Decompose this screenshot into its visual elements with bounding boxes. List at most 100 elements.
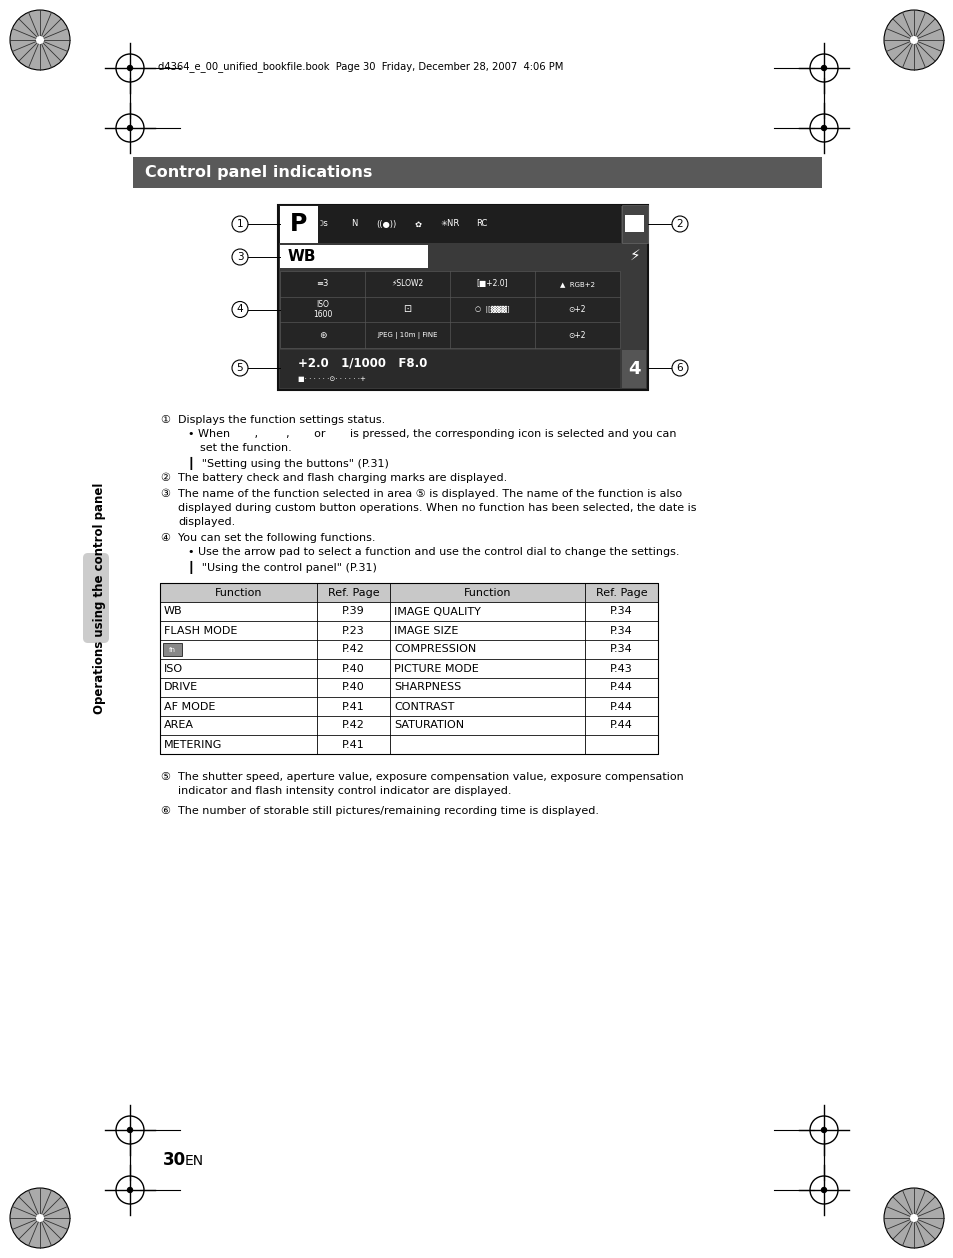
- Text: ┃  "Setting using the buttons" (P.31): ┃ "Setting using the buttons" (P.31): [188, 457, 389, 470]
- Bar: [160, 697, 658, 716]
- Text: ○  |[▓▓▓]: ○ |[▓▓▓]: [475, 306, 509, 313]
- Text: WB: WB: [164, 606, 182, 616]
- Text: The shutter speed, aperture value, exposure compensation value, exposure compens: The shutter speed, aperture value, expos…: [178, 772, 683, 782]
- Text: Operations using the control panel: Operations using the control panel: [93, 482, 107, 713]
- Text: METERING: METERING: [164, 740, 222, 750]
- Text: 3: 3: [236, 252, 243, 262]
- Circle shape: [10, 10, 70, 70]
- Bar: [624, 215, 643, 231]
- Circle shape: [232, 249, 248, 265]
- Text: 1: 1: [236, 219, 243, 229]
- Bar: [280, 245, 428, 268]
- Text: ((●)): ((●)): [375, 219, 395, 229]
- Circle shape: [36, 1214, 44, 1222]
- Circle shape: [821, 65, 825, 70]
- Text: Ref. Page: Ref. Page: [595, 587, 647, 598]
- Bar: [160, 621, 658, 640]
- Bar: [160, 582, 658, 603]
- Bar: [132, 157, 821, 187]
- Text: P.40: P.40: [342, 683, 364, 692]
- Text: • When       ,        ,       or       is pressed, the corresponding icon is sel: • When , , or is pressed, the correspond…: [188, 429, 676, 439]
- Text: FLASH MODE: FLASH MODE: [164, 625, 237, 635]
- Text: ┃  "Using the control panel" (P.31): ┃ "Using the control panel" (P.31): [188, 561, 376, 574]
- Text: ①: ①: [160, 415, 170, 425]
- Text: The battery check and flash charging marks are displayed.: The battery check and flash charging mar…: [178, 473, 507, 483]
- Circle shape: [671, 216, 687, 231]
- Circle shape: [128, 1127, 132, 1132]
- Text: displayed during custom button operations. When no function has been selected, t: displayed during custom button operation…: [178, 503, 696, 513]
- Text: AF MODE: AF MODE: [164, 702, 215, 712]
- Text: P.43: P.43: [610, 663, 632, 673]
- Bar: [160, 659, 658, 678]
- Circle shape: [671, 360, 687, 376]
- Circle shape: [232, 302, 248, 317]
- Text: ■· · · · · ·⊙· · · · · ·+: ■· · · · · ·⊙· · · · · ·+: [297, 375, 366, 381]
- Text: P.41: P.41: [342, 702, 364, 712]
- Text: 4: 4: [236, 304, 243, 314]
- Text: RC: RC: [476, 219, 487, 229]
- Circle shape: [128, 126, 132, 131]
- Text: P.44: P.44: [609, 683, 632, 692]
- Text: ISO
1600: ISO 1600: [313, 299, 332, 320]
- Text: ⚡: ⚡: [629, 248, 639, 263]
- Text: ☽s: ☽s: [315, 219, 328, 229]
- Text: ⊛: ⊛: [318, 331, 326, 340]
- Text: ⑥: ⑥: [160, 806, 170, 816]
- FancyBboxPatch shape: [83, 554, 109, 643]
- Text: set the function.: set the function.: [200, 443, 292, 453]
- Circle shape: [36, 36, 44, 44]
- Text: 30: 30: [163, 1151, 186, 1169]
- Text: P.44: P.44: [609, 702, 632, 712]
- Text: P.34: P.34: [610, 625, 632, 635]
- Bar: [160, 735, 658, 754]
- Text: 6: 6: [676, 364, 682, 374]
- Text: IMAGE SIZE: IMAGE SIZE: [394, 625, 457, 635]
- Text: fn: fn: [169, 647, 175, 653]
- Text: d4364_e_00_unified_bookfile.book  Page 30  Friday, December 28, 2007  4:06 PM: d4364_e_00_unified_bookfile.book Page 30…: [158, 62, 563, 73]
- Text: IMAGE QUALITY: IMAGE QUALITY: [394, 606, 480, 616]
- Text: N: N: [351, 219, 356, 229]
- Text: SHARPNESS: SHARPNESS: [394, 683, 460, 692]
- Text: P.41: P.41: [342, 740, 364, 750]
- Text: ②: ②: [160, 473, 170, 483]
- Text: P.44: P.44: [609, 721, 632, 731]
- Text: P.34: P.34: [610, 644, 632, 654]
- Text: ⚡SLOW2: ⚡SLOW2: [391, 279, 423, 288]
- Text: ≡3: ≡3: [316, 279, 329, 288]
- Text: P.42: P.42: [342, 721, 365, 731]
- Text: ③: ③: [160, 489, 170, 499]
- Text: 4: 4: [627, 360, 639, 377]
- Bar: [160, 716, 658, 735]
- Text: PICTURE MODE: PICTURE MODE: [394, 663, 478, 673]
- Circle shape: [232, 360, 248, 376]
- Text: P.42: P.42: [342, 644, 365, 654]
- Text: P: P: [290, 213, 308, 237]
- Bar: [278, 205, 620, 243]
- Text: ④: ④: [160, 533, 170, 543]
- Text: Displays the function settings status.: Displays the function settings status.: [178, 415, 385, 425]
- Circle shape: [128, 65, 132, 70]
- Circle shape: [883, 1188, 943, 1248]
- Text: P.39: P.39: [342, 606, 364, 616]
- Text: DRIVE: DRIVE: [164, 683, 198, 692]
- Text: ✿: ✿: [414, 219, 421, 229]
- Text: Function: Function: [214, 587, 262, 598]
- Text: ⊙+2: ⊙+2: [568, 304, 586, 314]
- Bar: [280, 270, 619, 348]
- Bar: [160, 582, 658, 754]
- Text: indicator and flash intensity control indicator are displayed.: indicator and flash intensity control in…: [178, 786, 511, 796]
- Text: P.34: P.34: [610, 606, 632, 616]
- Text: ⊙+2: ⊙+2: [568, 331, 586, 340]
- Bar: [621, 350, 645, 387]
- Text: P.23: P.23: [342, 625, 364, 635]
- Circle shape: [909, 36, 917, 44]
- Circle shape: [883, 10, 943, 70]
- Text: +2.0   1/1000   F8.0: +2.0 1/1000 F8.0: [297, 357, 427, 370]
- Bar: [280, 350, 619, 387]
- Text: displayed.: displayed.: [178, 517, 235, 527]
- Circle shape: [909, 1214, 917, 1222]
- Text: You can set the following functions.: You can set the following functions.: [178, 533, 375, 543]
- Text: AREA: AREA: [164, 721, 193, 731]
- Text: WB: WB: [288, 249, 316, 264]
- Bar: [163, 643, 182, 655]
